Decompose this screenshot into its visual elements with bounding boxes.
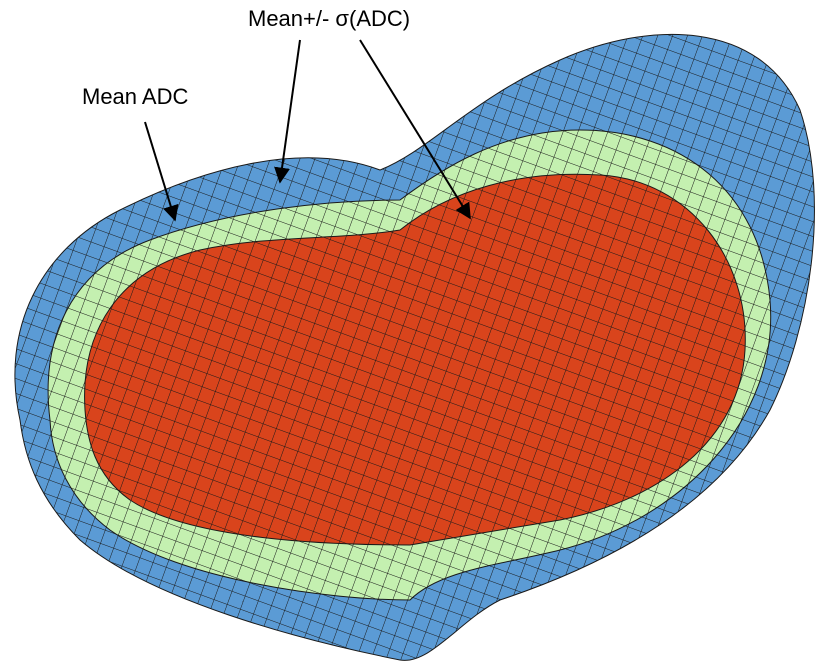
mean-label: Mean ADC [82, 84, 188, 109]
spread-label: Mean+/- σ(ADC) [248, 6, 410, 31]
figure: Mean+/- σ(ADC) Mean ADC [0, 0, 829, 667]
